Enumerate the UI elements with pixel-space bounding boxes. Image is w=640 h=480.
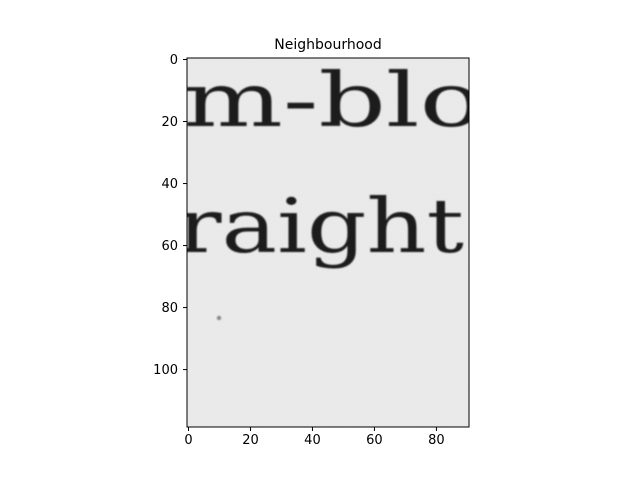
x-tick-label: 0 <box>184 433 192 448</box>
x-tick-label: 60 <box>366 433 383 448</box>
y-tick-label: 0 <box>170 53 178 68</box>
image-text-line-1: m-blo <box>183 56 483 144</box>
image-text-line-2: raight <box>177 182 464 270</box>
x-tick-label: 40 <box>304 433 321 448</box>
x-axis: 0 20 40 60 80 <box>184 427 445 448</box>
x-tick-label: 80 <box>428 433 445 448</box>
image-area: m-blo raight <box>177 56 483 427</box>
y-tick-label: 100 <box>153 363 178 378</box>
ink-speck <box>216 315 222 321</box>
paper-background <box>187 58 469 427</box>
y-tick-label: 40 <box>161 177 178 192</box>
x-tick-label: 20 <box>242 433 259 448</box>
y-tick-label: 80 <box>161 301 178 316</box>
y-axis: 0 20 40 60 80 100 <box>153 53 187 378</box>
y-tick-label: 20 <box>161 115 178 130</box>
chart-title: Neighbourhood <box>274 37 381 53</box>
y-tick-label: 60 <box>161 239 178 254</box>
plot-frame <box>186 57 470 428</box>
